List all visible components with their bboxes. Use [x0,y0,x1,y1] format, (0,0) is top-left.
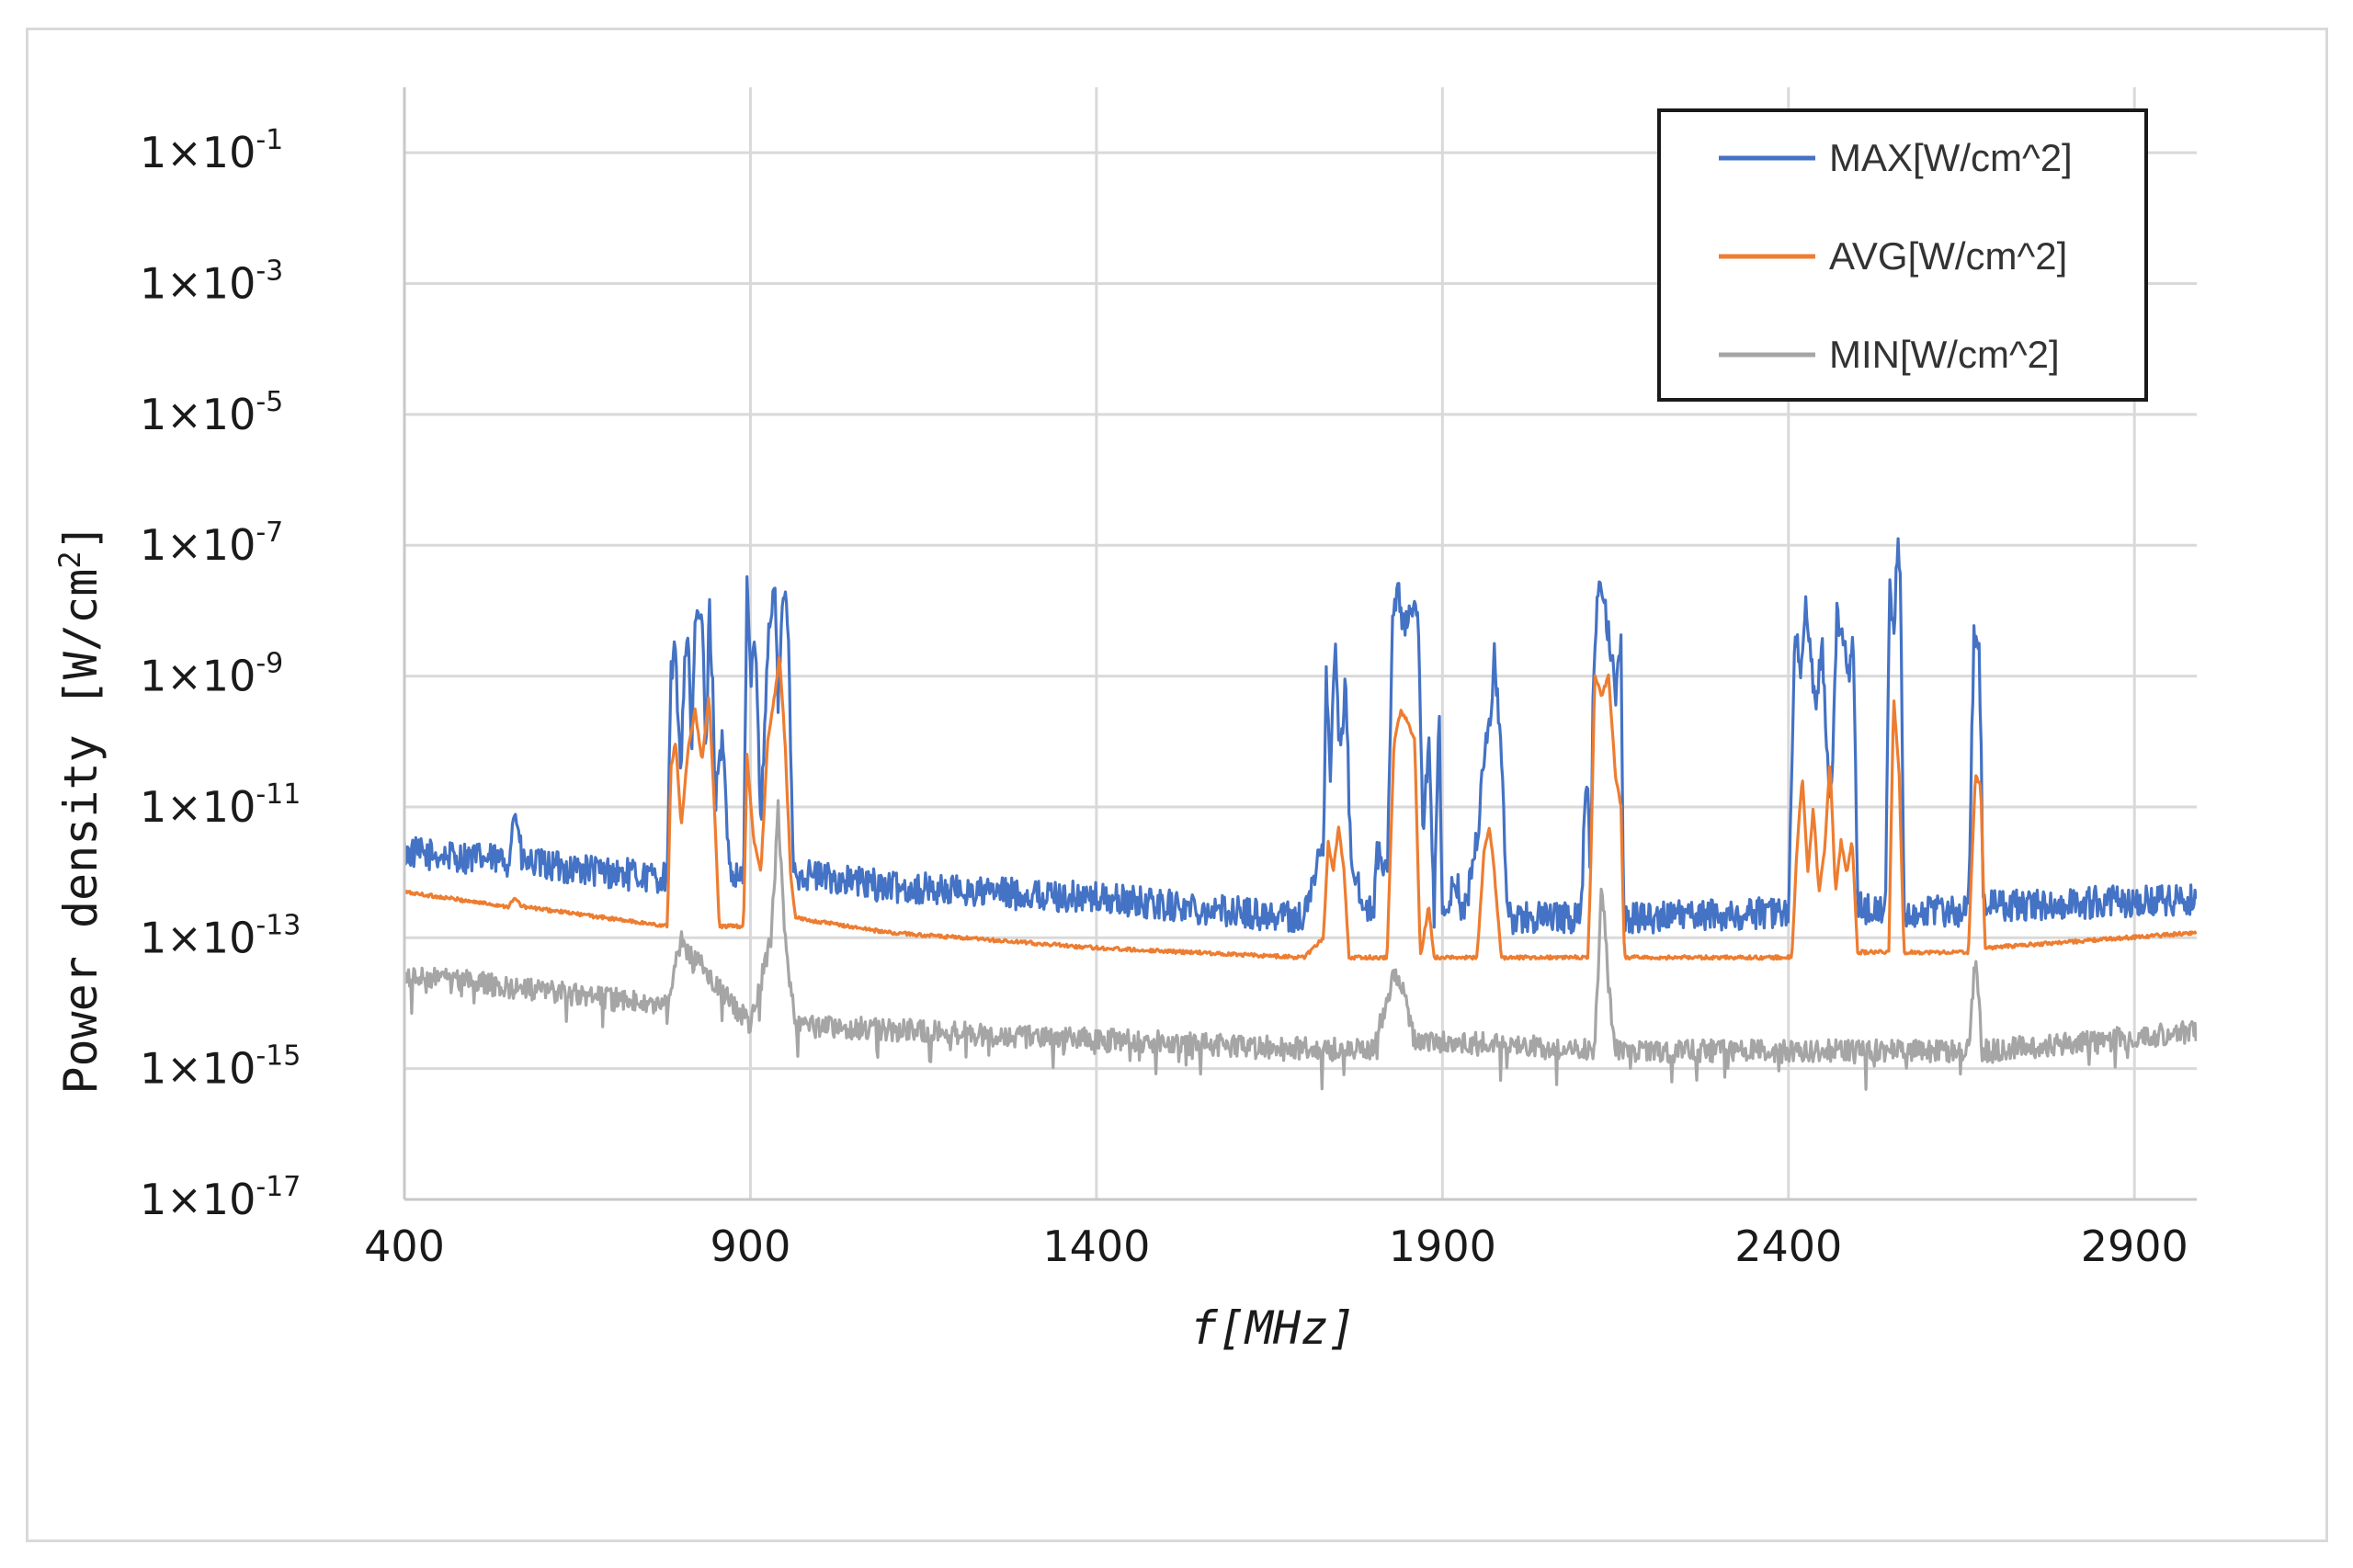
y-tick-label: 1×10-17 [140,1171,301,1224]
x-tick-label: 2900 [2081,1221,2188,1271]
y-tick-label: 1×10-5 [140,386,283,439]
axes [403,87,2197,1201]
y-tick-label: 1×10-15 [140,1040,301,1094]
y-axis-title: Power density [W/cm2] [52,523,108,1094]
y-tick-labels: 1×10-1 1×10-3 1×10-5 1×10-7 1×10-9 1×10-11 1×1… [140,124,301,1224]
x-tick-label: 1900 [1389,1221,1496,1271]
y-tick-label: 1×10-11 [140,778,301,832]
y-tick-label: 1×10-13 [140,909,301,962]
y-tick-label: 1×10-9 [140,648,283,701]
series-line-avg [404,655,2197,961]
x-tick-labels: 400 900 1400 1900 2400 2900 [364,1221,2188,1271]
legend-label: MIN[W/cm^2] [1829,333,2060,376]
series-layer [404,537,2197,1091]
y-tick-label: 1×10-1 [140,124,283,177]
x-tick-label: 900 [710,1221,791,1271]
legend-label: AVG[W/cm^2] [1829,234,2067,278]
legend: MAX[W/cm^2] AVG[W/cm^2] MIN[W/cm^2] [1657,108,2148,402]
series-line-max [404,537,2197,936]
x-tick-label: 2400 [1734,1221,1842,1271]
legend-label: MAX[W/cm^2] [1829,136,2073,179]
series-line-min [404,799,2197,1091]
x-axis-title: f[MHz] [1190,1301,1357,1355]
y-tick-label: 1×10-3 [140,256,283,309]
x-tick-label: 400 [364,1221,445,1271]
x-tick-label: 1400 [1042,1221,1150,1271]
y-tick-label: 1×10-7 [140,517,283,570]
